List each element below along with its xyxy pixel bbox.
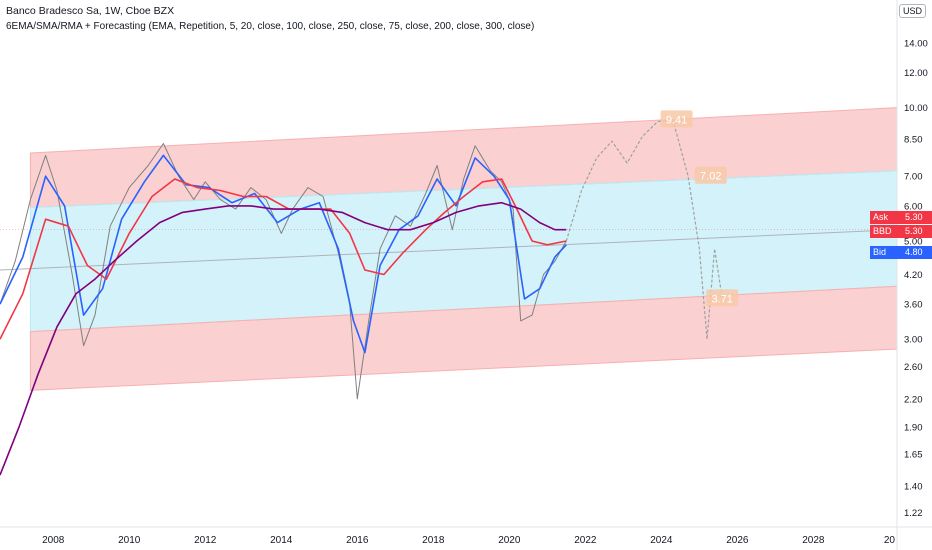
x-tick-label-11: 20	[884, 535, 896, 546]
regression-trend-line	[0, 229, 898, 271]
regression-channel	[29, 107, 898, 391]
forecast-label-2: 3.71	[711, 293, 732, 305]
y-tick-label-9: 3.00	[904, 335, 923, 346]
x-tick-label-2: 2012	[194, 535, 217, 546]
time-axis[interactable]: 2008 2010 2012 2014 2016 2018 2020 2022 2024 2026…	[42, 535, 895, 546]
bid-price-tag: Bid 4.80	[870, 246, 932, 259]
symbol-title[interactable]: Banco Bradesco Sa, 1W, Cboe BZX	[6, 5, 175, 17]
y-tick-label-12: 1.90	[904, 423, 923, 434]
indicator-title[interactable]: 6EMA/SMA/RMA + Forecasting (EMA, Repetit…	[6, 21, 535, 32]
forecast-label-1: 7.02	[700, 171, 721, 183]
ask-label: Ask	[873, 212, 889, 222]
x-tick-label-6: 2020	[498, 535, 521, 546]
bbd-price-tag: BBD 5.30	[870, 225, 932, 238]
forecast-labels: 9.41 7.02 3.71	[660, 110, 739, 307]
x-tick-label-1: 2010	[118, 535, 141, 546]
y-tick-label-1: 12.00	[904, 68, 928, 79]
series-line-1	[0, 154, 567, 354]
x-tick-label-10: 2028	[802, 535, 825, 546]
x-tick-label-4: 2016	[346, 535, 369, 546]
y-tick-label-2: 10.00	[904, 103, 928, 114]
bid-label: Bid	[873, 247, 887, 257]
y-tick-label-3: 8.50	[904, 134, 923, 145]
series-lines	[0, 118, 723, 476]
y-tick-label-10: 2.60	[904, 362, 923, 373]
x-tick-label-5: 2018	[422, 535, 445, 546]
y-tick-label-5: 6.00	[904, 201, 923, 212]
x-tick-label-9: 2026	[726, 535, 749, 546]
y-tick-label-13: 1.65	[904, 450, 923, 461]
forecast-label-bg-2	[706, 289, 739, 307]
forecast-label-bg-0	[660, 110, 693, 128]
x-tick-label-8: 2024	[650, 535, 673, 546]
bbd-label: BBD	[873, 226, 892, 236]
y-tick-label-7: 4.20	[904, 270, 923, 281]
bid-value: 4.80	[905, 247, 923, 257]
x-tick-label-0: 2008	[42, 535, 65, 546]
y-tick-label-14: 1.40	[904, 481, 923, 492]
y-tick-label-4: 7.00	[904, 172, 923, 183]
ask-value: 5.30	[905, 212, 923, 222]
chart-legend: Banco Bradesco Sa, 1W, Cboe BZX 6EMA/SMA…	[6, 4, 534, 34]
y-tick-label-15: 1.22	[904, 508, 923, 519]
series-line-3	[0, 201, 567, 476]
forecast-label-bg-1	[694, 166, 727, 184]
y-tick-label-8: 3.60	[904, 300, 923, 311]
forecast-label-0: 9.41	[666, 114, 687, 126]
ask-price-tag: Ask 5.30	[870, 211, 932, 224]
y-tick-label-11: 2.20	[904, 394, 923, 405]
currency-button[interactable]: USD	[898, 4, 926, 18]
series-line-0	[0, 143, 567, 400]
y-tick-label-6: 5.00	[904, 236, 923, 247]
y-tick-label-0: 14.00	[904, 38, 928, 49]
price-axis[interactable]: 14.00 12.00 10.00 8.50 7.00 6.00 5.00 4.20 3.60 3…	[904, 38, 928, 518]
x-tick-label-3: 2014	[270, 535, 293, 546]
x-tick-label-7: 2022	[574, 535, 597, 546]
trend-line	[0, 229, 898, 271]
bbd-value: 5.30	[905, 226, 923, 236]
